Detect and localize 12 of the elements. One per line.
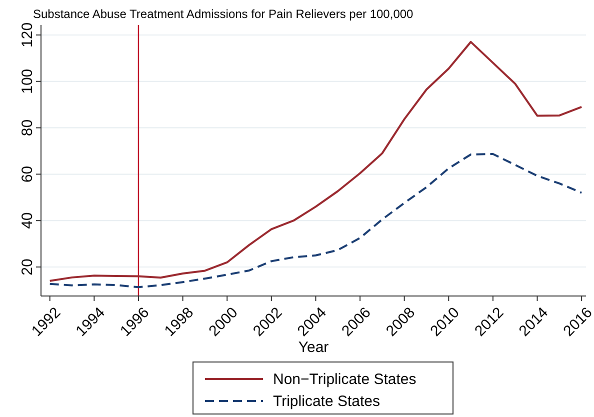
legend-label: Non−Triplicate States	[273, 371, 416, 388]
y-tick-label: 80	[19, 119, 36, 136]
y-tick-label: 20	[19, 258, 36, 276]
y-tick-label: 120	[19, 22, 36, 48]
line-series	[48, 153, 583, 288]
x-axis-title: Year	[298, 339, 329, 356]
y-tick-label: 60	[19, 166, 36, 183]
chart-title: Substance Abuse Treatment Admissions for Pain Relievers per 100,000	[33, 7, 414, 21]
y-tick-label: 100	[19, 68, 36, 94]
legend-label: Triplicate States	[273, 393, 380, 410]
line-series	[48, 40, 583, 282]
y-tick-label: 40	[19, 212, 36, 229]
